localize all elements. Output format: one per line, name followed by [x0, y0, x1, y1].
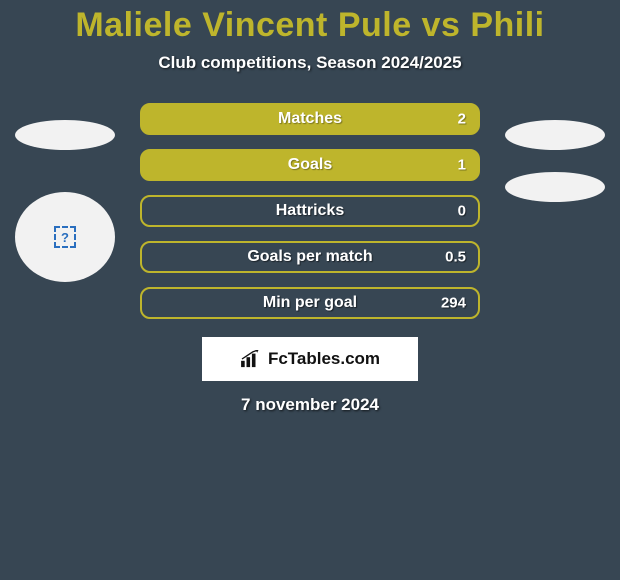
brand-name: FcTables.com [268, 349, 380, 369]
stat-value-right: 294 [441, 295, 466, 312]
brand-box: FcTables.com [202, 337, 418, 381]
stat-label: Goals [288, 156, 332, 174]
stat-label: Matches [278, 110, 342, 128]
date-label: 7 november 2024 [0, 395, 620, 415]
player1-club-badge [15, 120, 115, 150]
stats-bars: Matches 2 Goals 1 Hattricks 0 Goals per match 0… [140, 103, 480, 319]
left-avatars: ? [10, 120, 120, 282]
stat-value-right: 1 [458, 157, 466, 174]
stat-label: Min per goal [263, 294, 357, 312]
stat-label: Goals per match [247, 248, 372, 266]
player1-avatar: ? [15, 192, 115, 282]
stat-bar: Hattricks 0 [140, 195, 480, 227]
subtitle: Club competitions, Season 2024/2025 [0, 53, 620, 73]
stat-bar: Goals per match 0.5 [140, 241, 480, 273]
stat-value-right: 0.5 [445, 249, 466, 266]
stat-bar: Goals 1 [140, 149, 480, 181]
bar-chart-icon [240, 350, 262, 368]
panel: Maliele Vincent Pule vs Phili Club compe… [0, 0, 620, 580]
stat-bar: Matches 2 [140, 103, 480, 135]
player2-club-badge [505, 120, 605, 150]
stat-bar: Min per goal 294 [140, 287, 480, 319]
stat-value-right: 0 [458, 203, 466, 220]
placeholder-image-icon: ? [54, 226, 76, 248]
stat-value-right: 2 [458, 111, 466, 128]
player2-avatar [505, 172, 605, 202]
page-title: Maliele Vincent Pule vs Phili [0, 6, 620, 45]
right-avatars [500, 120, 610, 202]
stat-label: Hattricks [276, 202, 344, 220]
